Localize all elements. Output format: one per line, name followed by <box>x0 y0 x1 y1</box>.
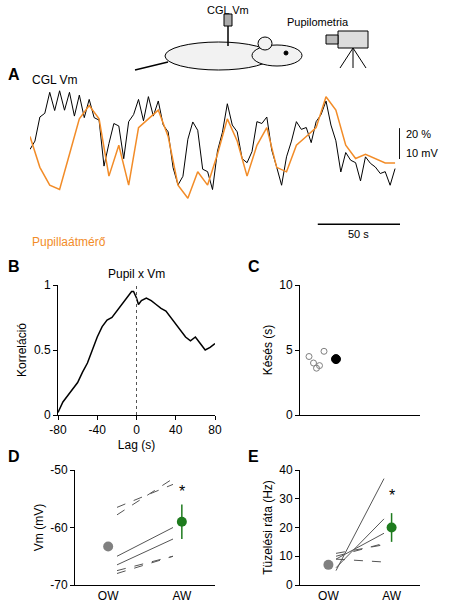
svg-text:40: 40 <box>169 423 183 437</box>
svg-text:50 s: 50 s <box>348 228 369 240</box>
svg-text:1: 1 <box>44 278 51 292</box>
svg-text:*: * <box>389 487 395 504</box>
svg-text:D: D <box>8 448 20 465</box>
svg-text:E: E <box>248 448 259 465</box>
svg-text:Késés (s): Késés (s) <box>261 325 275 376</box>
svg-text:80: 80 <box>208 423 222 437</box>
svg-text:0: 0 <box>44 408 51 422</box>
svg-text:-40: -40 <box>89 423 107 437</box>
svg-text:0.5: 0.5 <box>34 343 51 357</box>
svg-text:-50: -50 <box>50 463 68 477</box>
svg-text:Vm (mV): Vm (mV) <box>32 504 46 551</box>
svg-text:30: 30 <box>279 492 293 506</box>
svg-text:10 mV: 10 mV <box>406 147 438 159</box>
svg-text:OW: OW <box>98 589 119 603</box>
svg-text:CGL Vm: CGL Vm <box>32 73 78 87</box>
svg-text:0: 0 <box>133 423 140 437</box>
svg-text:Lag (s): Lag (s) <box>118 438 155 452</box>
svg-text:20: 20 <box>279 521 293 535</box>
svg-text:*: * <box>179 483 185 500</box>
svg-text:5: 5 <box>286 343 293 357</box>
svg-text:Tüzelési ráta (Hz): Tüzelési ráta (Hz) <box>261 480 275 575</box>
svg-text:-60: -60 <box>50 521 68 535</box>
svg-text:OW: OW <box>318 589 339 603</box>
svg-text:Pupillaátmérő: Pupillaátmérő <box>32 235 106 249</box>
svg-text:AW: AW <box>382 589 402 603</box>
svg-text:Pupilometria: Pupilometria <box>287 16 349 28</box>
svg-text:40: 40 <box>279 463 293 477</box>
svg-text:-80: -80 <box>49 423 67 437</box>
svg-text:20 %: 20 % <box>406 128 431 140</box>
svg-text:Korreláció: Korreláció <box>15 323 29 377</box>
svg-text:0: 0 <box>286 578 293 592</box>
svg-text:A: A <box>8 66 20 83</box>
svg-text:CGL Vm: CGL Vm <box>207 4 249 16</box>
svg-text:-70: -70 <box>50 578 68 592</box>
svg-text:B: B <box>8 258 20 275</box>
svg-text:10: 10 <box>279 278 293 292</box>
svg-text:C: C <box>248 258 260 275</box>
svg-text:AW: AW <box>172 589 192 603</box>
svg-text:10: 10 <box>279 549 293 563</box>
svg-text:0: 0 <box>286 408 293 422</box>
svg-text:Pupil x Vm: Pupil x Vm <box>108 267 165 281</box>
